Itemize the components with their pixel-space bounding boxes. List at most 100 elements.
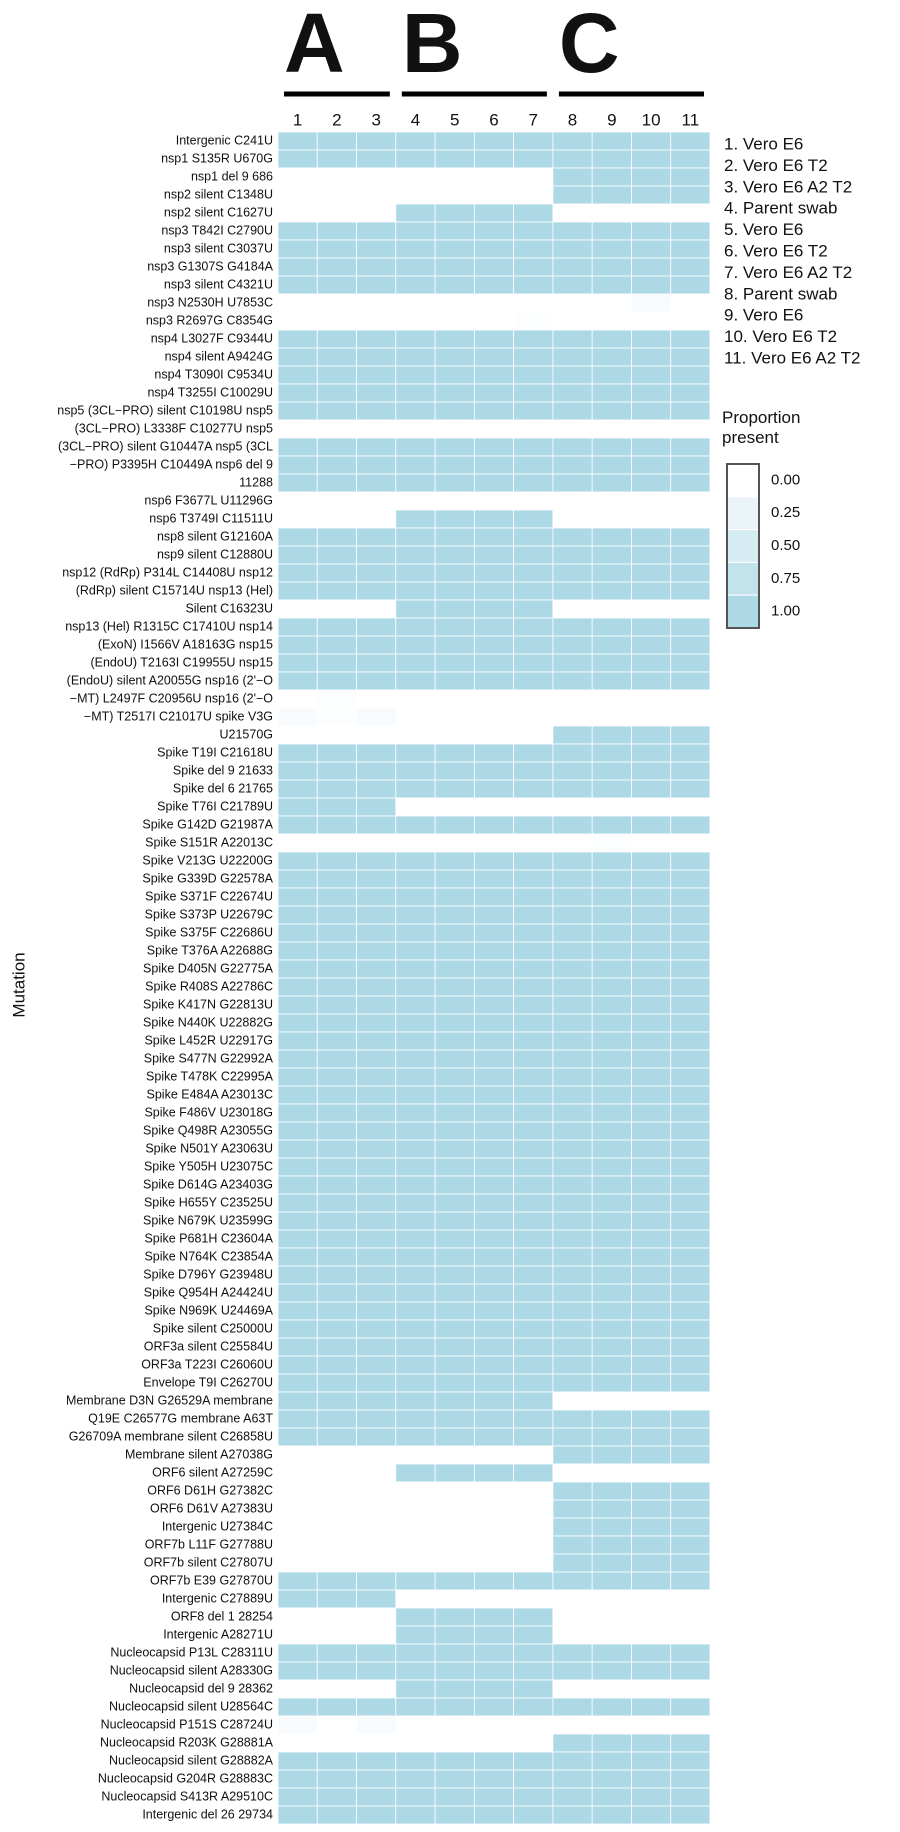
cell (316, 1157, 357, 1177)
cell (434, 437, 475, 457)
cell (591, 1013, 632, 1033)
cell (473, 383, 515, 403)
cell (473, 797, 515, 817)
cell (473, 1481, 515, 1501)
cell (277, 581, 318, 601)
cell (670, 545, 711, 565)
cell (591, 1211, 632, 1231)
cell (670, 581, 711, 601)
cell (395, 1589, 436, 1609)
cell (356, 743, 397, 763)
cell (552, 1373, 593, 1393)
cell (277, 1211, 318, 1231)
cell (552, 959, 593, 979)
cell (434, 1553, 475, 1573)
cell (591, 995, 632, 1015)
row-label: nsp8 silent G12160A (157, 529, 274, 543)
cell (356, 1301, 397, 1321)
cell (316, 239, 357, 259)
cell (670, 923, 711, 943)
cell (316, 1481, 357, 1501)
legend-item: 1. Vero E6 (724, 134, 803, 153)
cell (277, 1661, 318, 1681)
cell (277, 905, 318, 925)
cell (670, 653, 711, 673)
cell (395, 329, 436, 349)
cell (395, 1247, 436, 1267)
cell (631, 1769, 672, 1789)
cell (434, 1085, 475, 1105)
cell (434, 1157, 475, 1177)
cell (473, 221, 515, 241)
cell (277, 851, 318, 871)
cell (513, 581, 554, 601)
cell (513, 1553, 554, 1573)
colorbar-swatch (726, 496, 760, 531)
cell (434, 905, 475, 925)
cell (631, 1391, 672, 1411)
cell (670, 1391, 711, 1411)
cell (316, 1247, 357, 1267)
row-label: Spike Q954H A24424U (144, 1285, 273, 1299)
cell (591, 1751, 632, 1771)
cell (277, 221, 318, 241)
cell (356, 401, 397, 421)
cell (670, 401, 711, 421)
cell (434, 1805, 475, 1825)
row-label: ORF3a silent C25584U (144, 1339, 273, 1353)
cell (434, 1319, 475, 1339)
cell (473, 473, 515, 493)
cell (513, 1715, 554, 1735)
row-label: nsp3 silent C4321U (164, 277, 273, 291)
row-label: −MT) L2497F C20956U nsp16 (2'−O (70, 691, 273, 705)
cell (670, 347, 711, 367)
cell (395, 239, 436, 259)
cell (631, 923, 672, 943)
cell (552, 1769, 593, 1789)
cell (513, 257, 554, 277)
cell (395, 1463, 436, 1483)
cell (591, 1589, 632, 1609)
cell (631, 167, 672, 187)
cell (316, 1409, 357, 1429)
cell (591, 905, 632, 925)
cell (277, 257, 318, 277)
cell (631, 437, 672, 457)
cell (316, 869, 357, 889)
cell (631, 1121, 672, 1141)
column-label: 10 (642, 110, 661, 129)
cell (513, 1157, 554, 1177)
row-label: Membrane D3N G26529A membrane (66, 1393, 273, 1407)
cell (670, 905, 711, 925)
cell (473, 527, 515, 547)
cell (552, 203, 593, 223)
cell (670, 1517, 711, 1537)
cell (631, 473, 672, 493)
cell (356, 149, 397, 169)
cell (277, 635, 318, 655)
cell (434, 293, 475, 313)
cell (356, 1643, 397, 1663)
cell (473, 761, 515, 781)
cell (395, 815, 436, 835)
cell (356, 1553, 397, 1573)
cell (513, 1643, 554, 1663)
cell (552, 1733, 593, 1753)
cell (513, 1625, 554, 1645)
cell (356, 1049, 397, 1069)
cell (552, 761, 593, 781)
cell (395, 347, 436, 367)
cell (631, 239, 672, 259)
cell (473, 1247, 515, 1267)
cell (434, 815, 475, 835)
cell (473, 977, 515, 997)
cell (277, 815, 318, 835)
cell (591, 1661, 632, 1681)
row-label: ORF7b E39 G27870U (150, 1573, 273, 1587)
cell (631, 1463, 672, 1483)
cell (631, 617, 672, 637)
cell (316, 257, 357, 277)
cell (395, 1787, 436, 1807)
cell (513, 1067, 554, 1087)
cell (395, 473, 436, 493)
